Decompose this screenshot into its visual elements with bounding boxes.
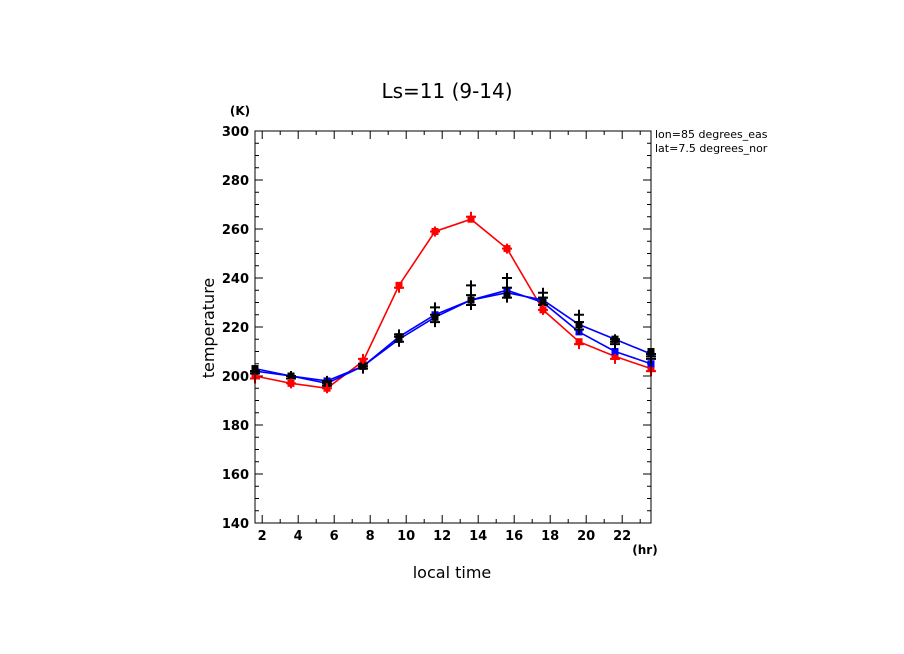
x-tick-label: 8: [366, 529, 375, 544]
data-point-square: [611, 348, 619, 355]
data-point-square: [503, 291, 511, 299]
y-tick-label: 260: [222, 223, 249, 238]
data-point-square: [575, 321, 583, 329]
data-point-plus: [610, 353, 620, 364]
x-tick-label: 12: [433, 529, 451, 544]
x-tick-label: 4: [294, 529, 303, 544]
data-point-square: [395, 333, 403, 341]
x-tick-label: 18: [541, 529, 559, 544]
x-tick-label: 22: [613, 529, 631, 544]
series-line-2: [254, 291, 652, 382]
y-unit: (K): [230, 104, 250, 118]
x-tick-label: 20: [577, 529, 595, 544]
data-point-plus: [574, 339, 584, 350]
data-point-plus: [538, 304, 548, 315]
y-tick-label: 220: [222, 321, 249, 336]
data-point-plus: [466, 211, 476, 222]
y-tick-label: 140: [222, 517, 249, 532]
x-tick-label: 14: [469, 529, 487, 544]
series-line-0: [254, 218, 652, 390]
x-axis-label: local time: [413, 563, 492, 582]
data-point-plus: [502, 282, 512, 293]
data-point-plus: [430, 226, 440, 237]
data-point-plus: [322, 383, 332, 394]
x-unit: (hr): [632, 543, 657, 557]
data-point-square: [287, 372, 295, 380]
series-line-1: [254, 289, 652, 385]
y-tick-label: 180: [222, 419, 249, 434]
annotation-lon: lon=85 degrees_eas: [655, 128, 768, 141]
plot-frame: [254, 130, 652, 524]
data-point-square: [539, 299, 547, 306]
data-point-plus: [286, 378, 296, 389]
x-tick-label: 2: [258, 529, 267, 544]
x-tick-label: 10: [397, 529, 415, 544]
data-point-plus: [358, 353, 368, 364]
y-axis-label: temperature: [199, 278, 218, 379]
y-tick-label: 300: [222, 125, 249, 140]
y-tick-label: 200: [222, 370, 249, 385]
data-point-square: [467, 296, 475, 304]
data-point-plus: [502, 243, 512, 254]
annotation-lat: lat=7.5 degrees_nor: [655, 142, 768, 155]
chart-title: Ls=11 (9-14): [381, 79, 512, 103]
x-tick-label: 6: [330, 529, 339, 544]
data-point-plus: [394, 282, 404, 293]
y-tick-label: 280: [222, 174, 249, 189]
data-point-square: [431, 313, 439, 321]
x-tick-label: 16: [505, 529, 523, 544]
data-point-square: [359, 362, 367, 370]
y-tick-label: 240: [222, 272, 249, 287]
data-point-square: [611, 335, 619, 343]
data-point-plus: [502, 273, 512, 283]
data-point-plus: [466, 280, 476, 291]
y-tick-label: 160: [222, 468, 249, 483]
